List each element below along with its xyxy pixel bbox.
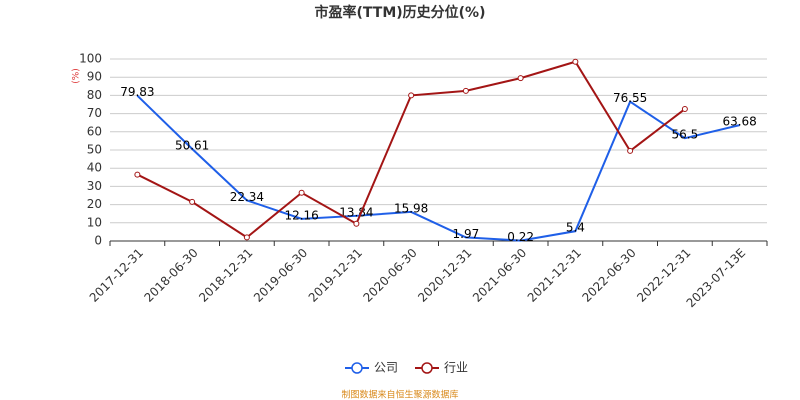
data-label: 79.83 — [120, 85, 154, 99]
x-tick-label: 2022-06-30 — [580, 246, 639, 305]
y-tick-label: 30 — [87, 179, 102, 193]
x-tick-label: 2020-12-31 — [415, 246, 474, 305]
point-marker — [189, 198, 196, 205]
data-label: 12.16 — [284, 208, 318, 222]
data-label: 15.98 — [394, 201, 428, 215]
point-marker — [572, 58, 579, 65]
x-tick-label: 2018-06-30 — [142, 246, 201, 305]
y-tick-label: 80 — [87, 88, 102, 102]
x-tick-label: 2023-07-13E — [684, 246, 749, 311]
y-tick-label: 100 — [79, 52, 102, 66]
point-marker — [353, 220, 360, 227]
data-label: 5.4 — [566, 221, 585, 235]
data-label: 1.97 — [453, 227, 480, 241]
x-tick-label: 2017-12-31 — [87, 246, 146, 305]
y-tick-label: 40 — [87, 161, 102, 175]
x-tick-label: 2018-12-31 — [196, 246, 255, 305]
legend-label: 行业 — [444, 361, 468, 375]
legend-label: 公司 — [374, 361, 398, 375]
x-tick-label: 2021-12-31 — [525, 246, 584, 305]
y-tick-label: 70 — [87, 106, 102, 120]
x-tick-label: 2019-06-30 — [251, 246, 310, 305]
x-tick-label: 2022-12-31 — [634, 246, 693, 305]
data-label: 76.55 — [613, 91, 647, 105]
data-label: 56.5 — [672, 128, 699, 142]
point-marker — [462, 87, 469, 94]
x-tick-label: 2021-06-30 — [470, 246, 529, 305]
source-note: 制图数据来自恒生聚源数据库 — [341, 389, 458, 400]
legend-marker — [351, 362, 363, 374]
chart-title: 市盈率(TTM)历史分位(%) — [315, 4, 486, 21]
point-marker — [408, 92, 415, 99]
data-label: 63.68 — [722, 115, 756, 129]
y-axis-label: (%) — [72, 68, 82, 84]
data-label: 50.61 — [175, 138, 209, 152]
y-tick-label: 50 — [87, 143, 102, 157]
point-marker — [517, 75, 524, 82]
y-tick-label: 20 — [87, 197, 102, 211]
point-marker — [243, 234, 250, 241]
y-tick-label: 90 — [87, 70, 102, 84]
point-marker — [134, 171, 141, 178]
data-label: 22.34 — [230, 190, 264, 204]
y-tick-label: 10 — [87, 215, 102, 229]
y-tick-label: 0 — [94, 234, 102, 248]
x-tick-label: 2020-06-30 — [361, 246, 420, 305]
x-tick-label: 2019-12-31 — [306, 246, 365, 305]
series-line — [136, 94, 740, 242]
legend-marker — [421, 362, 433, 374]
data-label: 0.22 — [507, 230, 534, 244]
data-label: 13.84 — [339, 205, 373, 219]
point-marker — [298, 189, 305, 196]
point-marker — [681, 106, 688, 113]
point-marker — [627, 147, 634, 154]
y-tick-label: 60 — [87, 124, 102, 138]
